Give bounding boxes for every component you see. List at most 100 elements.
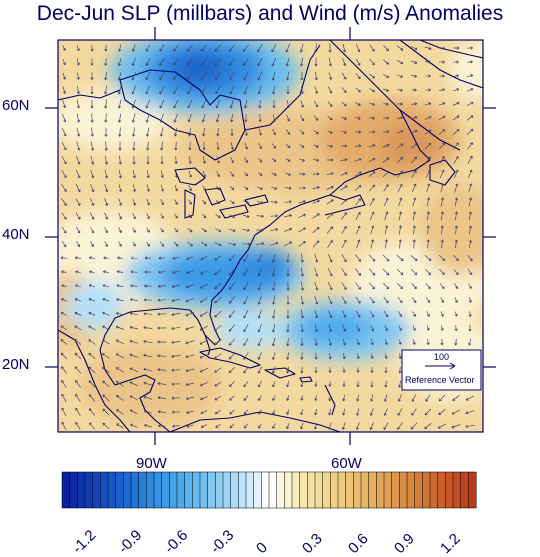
wind-vector bbox=[171, 340, 181, 344]
wind-vector bbox=[131, 99, 136, 109]
wind-vector bbox=[272, 309, 276, 319]
wind-vector bbox=[104, 241, 108, 247]
wind-vector bbox=[118, 227, 122, 233]
wind-vector bbox=[383, 116, 389, 120]
wind-vector bbox=[454, 197, 459, 207]
wind-vector bbox=[215, 72, 221, 81]
wind-vector bbox=[398, 239, 402, 249]
wind-vector bbox=[467, 254, 473, 262]
wind-vector bbox=[285, 143, 291, 149]
wind-vector bbox=[88, 339, 96, 345]
wind-vector bbox=[157, 340, 167, 344]
wind-vector bbox=[145, 127, 150, 137]
wind-vector bbox=[60, 298, 67, 302]
wind-vector bbox=[146, 155, 150, 165]
wind-vector bbox=[341, 310, 347, 318]
wind-vector bbox=[214, 395, 222, 401]
wind-vector bbox=[258, 423, 262, 429]
wind-vector bbox=[200, 269, 208, 275]
wind-vector bbox=[258, 395, 262, 401]
wind-vector bbox=[452, 101, 460, 106]
wind-vector bbox=[271, 366, 276, 374]
wind-vector bbox=[271, 253, 276, 263]
wind-vector bbox=[355, 211, 361, 220]
wind-vector bbox=[285, 43, 291, 53]
wind-vector bbox=[465, 410, 475, 415]
colorbar-swatch bbox=[69, 471, 78, 509]
wind-vector bbox=[271, 143, 277, 149]
wind-vector bbox=[286, 281, 290, 291]
wind-vector bbox=[355, 102, 361, 106]
wind-vector bbox=[214, 269, 222, 275]
wind-vector bbox=[230, 113, 234, 123]
wind-vector bbox=[437, 423, 447, 429]
wind-vector bbox=[116, 409, 124, 415]
wind-vector bbox=[75, 393, 81, 402]
wind-vector bbox=[62, 58, 66, 66]
wind-vector bbox=[228, 366, 236, 374]
wind-vector bbox=[424, 102, 432, 106]
wind-vector bbox=[186, 58, 194, 66]
wind-vector bbox=[199, 367, 208, 373]
wind-vector bbox=[300, 267, 304, 277]
wind-vector bbox=[340, 171, 348, 176]
wind-vector bbox=[410, 116, 418, 120]
wind-vector bbox=[132, 169, 136, 179]
wind-vector bbox=[216, 127, 220, 137]
wind-vector bbox=[340, 158, 348, 162]
wind-vector bbox=[384, 353, 388, 359]
colorbar-swatch bbox=[253, 471, 262, 509]
wind-vector bbox=[75, 169, 81, 179]
wind-vector bbox=[74, 311, 82, 316]
wind-vector bbox=[328, 310, 333, 319]
wind-vector bbox=[244, 423, 248, 429]
wind-vector bbox=[424, 46, 432, 50]
wind-vector bbox=[88, 408, 95, 416]
wind-vector bbox=[384, 367, 388, 374]
wind-vector bbox=[314, 295, 319, 305]
wind-vector bbox=[467, 142, 473, 150]
wind-vector bbox=[74, 352, 82, 360]
wind-vector bbox=[467, 169, 473, 179]
wind-vector bbox=[340, 198, 348, 206]
wind-vector bbox=[370, 339, 374, 346]
wind-vector bbox=[61, 379, 67, 388]
colorbar-swatch bbox=[123, 471, 132, 509]
wind-vector bbox=[314, 43, 318, 53]
wind-vector bbox=[439, 156, 445, 164]
wind-vector bbox=[90, 183, 95, 193]
wind-vector bbox=[228, 338, 236, 346]
wind-vector bbox=[286, 366, 290, 374]
wind-vector bbox=[157, 284, 166, 288]
wind-vector bbox=[300, 323, 304, 333]
wind-vector bbox=[369, 422, 374, 430]
wind-vector bbox=[468, 183, 473, 193]
wind-vector bbox=[412, 239, 416, 249]
colorbar-swatch bbox=[337, 471, 347, 509]
wind-vector bbox=[143, 367, 153, 372]
wind-vector bbox=[228, 296, 236, 304]
wind-vector bbox=[382, 254, 390, 262]
wind-vector bbox=[410, 269, 418, 276]
wind-vector bbox=[188, 156, 192, 164]
wind-vector bbox=[326, 199, 334, 205]
wind-vector bbox=[61, 407, 67, 417]
wind-vector bbox=[173, 72, 179, 80]
wind-vector bbox=[157, 382, 167, 386]
wind-vector bbox=[146, 198, 150, 206]
wind-vector bbox=[89, 212, 95, 220]
wind-vector bbox=[355, 254, 362, 262]
wind-vector bbox=[354, 171, 362, 177]
wind-vector bbox=[214, 324, 222, 332]
wind-vector bbox=[243, 352, 249, 360]
wind-vector bbox=[171, 354, 181, 358]
wind-vector bbox=[440, 297, 444, 303]
wind-vector bbox=[243, 254, 249, 262]
wind-vector bbox=[115, 353, 125, 359]
wind-vector bbox=[299, 43, 304, 53]
wind-vector bbox=[130, 256, 137, 260]
colorbar-swatch bbox=[77, 471, 86, 509]
wind-vector bbox=[160, 227, 164, 233]
wind-vector bbox=[440, 338, 444, 346]
wind-vector bbox=[74, 380, 81, 388]
